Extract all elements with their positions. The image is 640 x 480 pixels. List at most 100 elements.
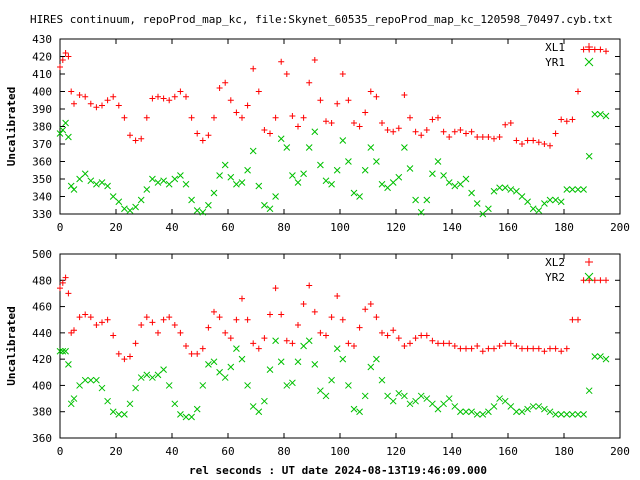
data-point [491,345,497,352]
data-point [507,120,514,126]
data-point [507,186,515,193]
data-point [266,205,274,213]
data-point [401,343,408,349]
data-point [93,180,100,188]
data-point [519,141,525,147]
data-point [379,329,385,336]
data-point [199,382,207,389]
data-point [311,308,318,315]
data-point [597,277,604,284]
data-point [300,342,307,350]
data-point [165,382,173,389]
y-tick-label: 340 [32,191,52,204]
data-point [149,374,156,381]
data-point [463,345,469,352]
data-point [558,116,565,123]
data-point [530,137,537,144]
data-point [407,340,413,347]
data-point [166,97,173,104]
data-point [356,193,363,200]
data-point [603,48,609,55]
x-tick-label: 200 [610,445,630,458]
data-point [244,382,251,389]
data-point [569,316,576,323]
data-point [177,329,184,336]
data-point [137,196,145,204]
data-point [513,343,520,349]
data-point [468,408,475,416]
data-point [389,179,397,186]
y-tick-label: 430 [32,33,52,46]
data-point [435,114,441,121]
data-point [93,321,100,328]
data-point [115,410,123,418]
data-point [272,285,279,292]
data-point [507,340,514,347]
x-tick-label: 0 [57,221,64,234]
data-point [109,193,117,200]
data-point [121,356,128,363]
x-tick-label: 100 [330,445,350,458]
data-point [295,123,301,130]
y-tick-label: 480 [32,274,52,287]
data-point [524,198,531,206]
data-point [182,180,190,188]
data-point [502,121,509,128]
data-point [496,184,503,192]
data-point [373,314,380,321]
data-point [552,130,559,137]
data-point [547,345,553,352]
data-point [406,165,414,172]
data-point [210,189,218,197]
data-point [62,119,69,127]
data-point [261,127,268,133]
data-point [423,332,430,339]
data-point [244,316,251,323]
data-point [485,134,492,140]
data-point [255,182,263,190]
data-point [339,137,347,144]
data-point [541,348,548,355]
data-point [311,57,318,63]
x-tick-label: 180 [554,221,574,234]
data-point [451,403,459,410]
data-point [552,196,559,204]
data-point [501,184,509,192]
data-point [569,116,576,123]
data-point [367,300,374,307]
data-point [429,337,436,344]
data-point [104,97,111,104]
data-point [255,408,263,416]
data-point [244,166,251,174]
data-point [110,332,117,339]
data-point [479,348,486,355]
data-point [339,355,347,363]
data-point [267,311,273,318]
data-point [351,343,357,349]
plot-frame [59,38,621,215]
y-tick-label: 460 [32,301,52,314]
data-point [552,345,559,352]
data-point [160,177,167,185]
data-point [305,144,313,151]
data-point [417,392,425,400]
data-point [473,200,481,207]
data-point [154,179,162,186]
data-point [479,210,487,218]
data-point [362,306,369,313]
data-point [530,345,537,352]
data-point [149,175,156,183]
data-point [490,187,498,195]
data-point [93,104,100,111]
data-point [183,343,189,349]
data-point [345,97,352,104]
x-tick-label: 20 [109,445,122,458]
y-tick-label: 400 [32,86,52,99]
data-point [294,358,302,366]
data-point [395,125,402,132]
data-point [513,408,520,416]
data-point [490,403,498,410]
data-point [121,114,128,121]
x-tick-label: 160 [498,221,518,234]
data-point [93,376,100,384]
